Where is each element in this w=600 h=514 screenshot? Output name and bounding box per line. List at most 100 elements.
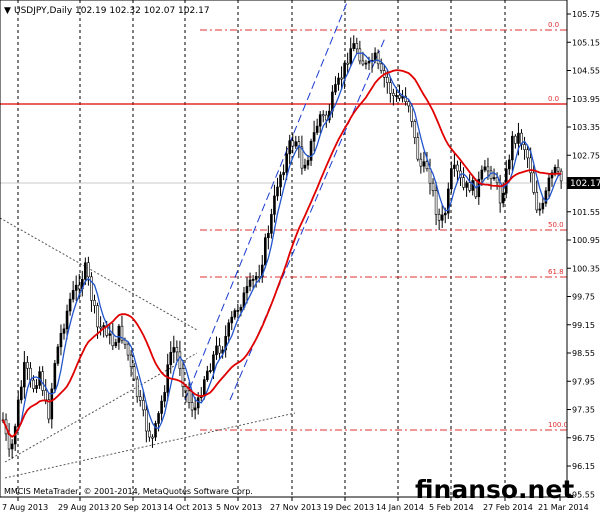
candle-body: [285, 153, 288, 173]
candle-body: [111, 333, 115, 347]
symbol-title: USDJPY,Daily: [14, 6, 73, 16]
candle-body: [462, 177, 465, 188]
candle-body: [251, 279, 255, 281]
candle-body: [492, 177, 496, 180]
candle-body: [23, 362, 26, 388]
candle-body: [474, 180, 478, 198]
candle-body: [41, 371, 44, 391]
price-tick-label: 97.95: [572, 377, 595, 386]
candle-body: [376, 52, 380, 65]
candle-body: [547, 177, 551, 192]
candle-body: [87, 262, 90, 278]
candle-body: [529, 157, 532, 174]
candle-body: [538, 208, 542, 211]
time-tick-label: 19 Dec 2013: [323, 503, 374, 512]
header-triangle-icon[interactable]: ▼: [4, 6, 11, 16]
time-tick-label: 27 Nov 2013: [270, 503, 321, 512]
candle-body: [267, 233, 270, 239]
candle-body: [480, 169, 484, 180]
candle-body: [324, 114, 328, 121]
candle-body: [227, 322, 230, 337]
candle-body: [172, 347, 176, 353]
candle-body: [456, 164, 459, 172]
candle-body: [7, 433, 11, 450]
candle-body: [440, 214, 444, 221]
fib-level-label: 0.0: [548, 95, 559, 103]
candle-body: [288, 140, 292, 155]
fib-level-label: 50.0: [548, 221, 564, 229]
fast-ma-line: [2, 52, 562, 438]
grid-lines: [17, 0, 506, 497]
candle-body: [132, 366, 136, 380]
candle-body: [355, 43, 359, 50]
fib-level-label: 0.0: [548, 21, 559, 29]
candle-body: [416, 137, 420, 160]
candle-body: [312, 132, 316, 142]
fibonacci-levels: 0.0 0.0 50.0 61.8 100.0: [0, 21, 568, 431]
candle-body: [465, 182, 468, 188]
candle-body: [410, 105, 414, 122]
candle-body: [10, 443, 14, 450]
candle-body: [263, 237, 267, 266]
candle-body: [477, 178, 481, 198]
candle-body: [431, 182, 435, 191]
candle-body: [526, 149, 529, 159]
candle-body: [364, 62, 368, 65]
candle-body: [343, 62, 346, 79]
time-tick-label: 14 Jan 2014: [376, 503, 424, 512]
candle-body: [392, 92, 395, 96]
candle-body: [395, 94, 398, 97]
candle-body: [321, 114, 325, 117]
candle-body: [35, 385, 38, 389]
price-tick-label: 97.35: [572, 406, 595, 415]
candle-body: [248, 279, 252, 287]
candle-body: [142, 400, 145, 411]
candle-body: [361, 60, 365, 65]
candle-body: [154, 423, 157, 438]
fib-level-label: 61.8: [548, 268, 564, 276]
candle-body: [544, 190, 548, 204]
candle-body: [163, 392, 166, 402]
candle-body: [306, 160, 310, 166]
candle-body: [218, 345, 221, 354]
candle-body: [291, 140, 295, 147]
candle-body: [77, 284, 81, 290]
candle-body: [68, 298, 72, 312]
time-tick-label: 27 Feb 2014: [483, 503, 533, 512]
candle-body: [443, 212, 447, 216]
candle-body: [26, 362, 29, 369]
price-tick-label: 96.15: [572, 462, 595, 471]
candle-body: [206, 370, 209, 380]
candle-body: [523, 144, 526, 150]
moving-averages: [2, 52, 562, 438]
candle-body: [157, 413, 160, 424]
candle-body: [117, 325, 121, 343]
candle-body: [160, 400, 163, 414]
candle-body: [59, 332, 63, 348]
candle-body: [300, 146, 304, 169]
candle-body: [514, 135, 517, 144]
price-tick-label: 100.95: [572, 236, 600, 245]
candle-body: [541, 202, 545, 210]
candle-body: [501, 192, 505, 204]
candle-body: [19, 386, 23, 401]
candle-body: [373, 52, 377, 61]
candle-body: [233, 310, 237, 318]
candle-body: [276, 186, 279, 197]
candle-body: [108, 333, 112, 336]
candle-body: [190, 402, 194, 411]
candle-body: [273, 195, 276, 215]
candle-body: [553, 166, 557, 174]
candle-body: [84, 262, 87, 280]
time-axis: 7 Aug 2013 29 Aug 2013 20 Sep 2013 14 Oct 2…: [2, 497, 589, 512]
candle-body: [148, 430, 151, 438]
price-tick-label: 102.75: [572, 151, 600, 160]
candle-body: [504, 168, 508, 194]
candle-body: [398, 94, 401, 99]
candle-body: [56, 346, 60, 364]
candle-body: [340, 77, 343, 80]
candle-body: [422, 161, 426, 167]
candle-body: [425, 161, 429, 169]
candle-body: [16, 399, 20, 427]
